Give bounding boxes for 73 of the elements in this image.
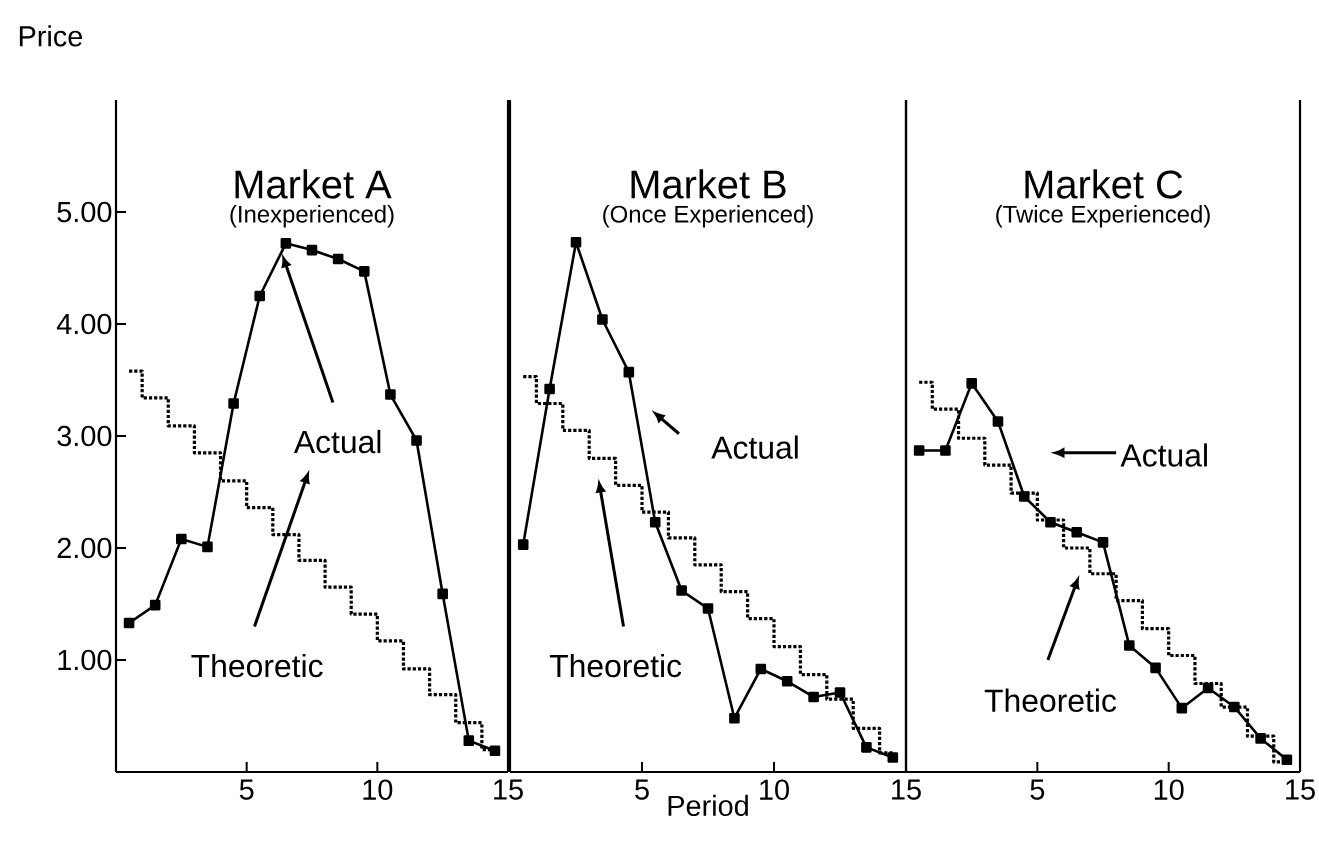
point xyxy=(254,290,266,302)
point xyxy=(649,516,661,528)
point xyxy=(544,383,555,395)
annotation: Theoretic xyxy=(191,653,323,678)
point xyxy=(123,617,135,629)
point xyxy=(966,378,977,389)
point xyxy=(940,445,951,456)
point xyxy=(992,416,1004,427)
point xyxy=(1229,701,1240,713)
point xyxy=(202,541,213,553)
x-tick-label: 15 xyxy=(1286,779,1315,800)
point xyxy=(1018,491,1030,502)
point xyxy=(676,585,687,596)
point xyxy=(280,238,292,249)
annotation: Actual xyxy=(1120,443,1207,467)
point xyxy=(332,253,344,265)
text: Market A xyxy=(235,169,392,199)
point xyxy=(597,314,608,325)
y-tick-label: 1.00 xyxy=(58,649,112,671)
point xyxy=(489,745,501,757)
y-tick-label: 5.00 xyxy=(57,201,112,223)
x-tick-label: 10 xyxy=(1154,779,1184,800)
point xyxy=(808,691,819,703)
point xyxy=(149,599,161,611)
text: (Inexperienced) xyxy=(230,205,394,228)
point xyxy=(306,244,318,256)
point xyxy=(228,398,239,409)
point xyxy=(1176,702,1188,714)
point xyxy=(176,533,187,545)
point xyxy=(1281,754,1293,765)
x-axis-title: Period xyxy=(668,794,748,817)
point xyxy=(1150,662,1161,674)
x-tick-label: 10 xyxy=(363,779,393,800)
text: Market C xyxy=(1025,169,1183,199)
y-axis-title: Price xyxy=(19,25,83,47)
x-tick-label: 5 xyxy=(1030,779,1045,800)
point xyxy=(1202,682,1214,694)
point xyxy=(834,687,846,698)
point xyxy=(623,366,635,378)
point xyxy=(385,389,396,400)
point xyxy=(463,735,475,746)
annotation: Theoretic xyxy=(984,688,1117,713)
point xyxy=(861,742,872,753)
point xyxy=(437,588,448,600)
y-tick-label: 4.00 xyxy=(56,313,112,335)
x-tick-label: 15 xyxy=(494,779,523,800)
point xyxy=(913,445,925,456)
point xyxy=(729,712,740,724)
x-tick-label: 15 xyxy=(892,779,921,800)
point xyxy=(1045,516,1056,528)
annotation: Actual xyxy=(711,435,798,459)
text: Market B xyxy=(631,169,786,199)
point xyxy=(1255,733,1266,744)
text: (Twice Experienced) xyxy=(996,205,1210,228)
point xyxy=(755,663,767,675)
point xyxy=(1097,537,1109,548)
point xyxy=(517,539,529,550)
x-tick-label: 10 xyxy=(760,779,789,800)
point xyxy=(411,435,422,446)
point xyxy=(358,266,370,277)
y-tick-label: 3.00 xyxy=(57,425,112,447)
point xyxy=(570,236,582,248)
point xyxy=(702,603,714,614)
annotation: Actual xyxy=(293,429,381,454)
annotation: Theoretic xyxy=(549,653,682,678)
point xyxy=(1123,640,1135,651)
x-tick-label: 5 xyxy=(239,779,254,800)
point xyxy=(1071,527,1083,538)
point xyxy=(887,752,899,763)
y-tick-label: 2.00 xyxy=(57,537,112,559)
x-tick-label: 5 xyxy=(635,779,649,800)
point xyxy=(781,675,793,687)
text: (Once Experienced) xyxy=(603,205,813,228)
